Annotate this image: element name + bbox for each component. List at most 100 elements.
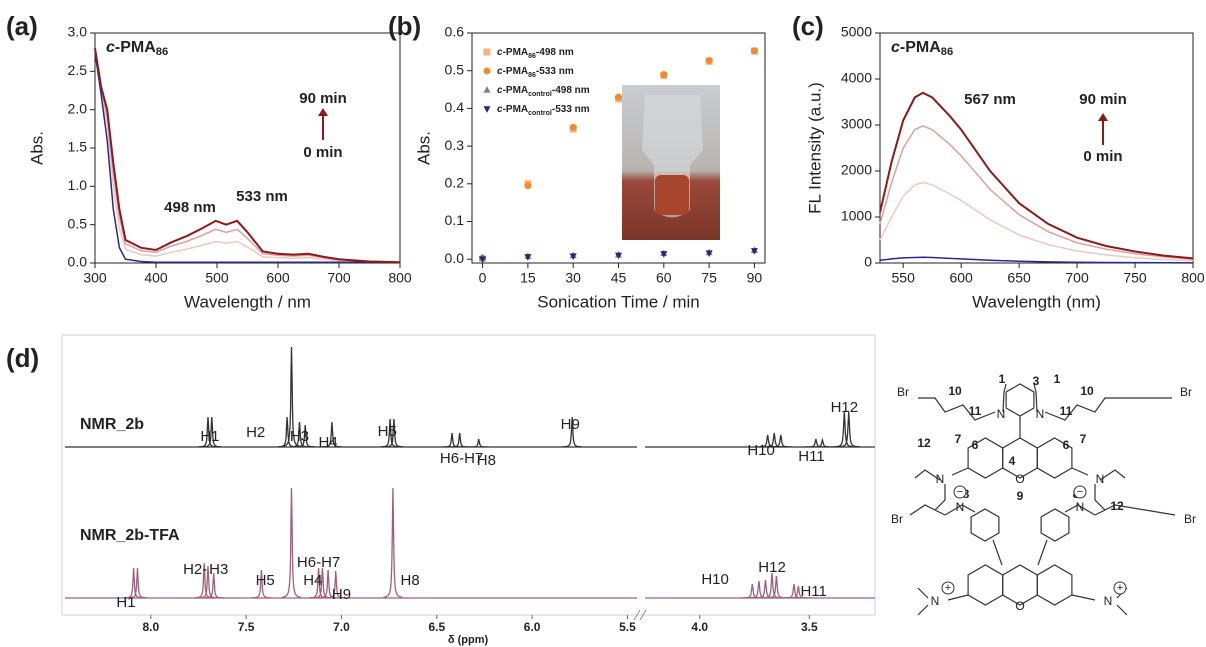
bond — [951, 467, 969, 476]
x-axis-title: Wavelength (nm) — [972, 292, 1101, 311]
structure-label: 9 — [1017, 489, 1024, 503]
x-tick-label: 600 — [266, 270, 290, 286]
structure-label: N — [997, 407, 1006, 421]
x-tick-label: 700 — [1065, 270, 1089, 286]
peak-label: H1 — [116, 594, 135, 611]
structure-label: N — [936, 472, 945, 486]
bond — [934, 484, 946, 511]
text-part: c — [891, 39, 900, 56]
text-part: c — [497, 104, 503, 115]
marker — [660, 70, 668, 78]
ring — [1036, 437, 1073, 479]
x-tick-label: 400 — [144, 270, 168, 286]
marker — [524, 254, 532, 261]
nmr-peak — [450, 432, 470, 448]
structure-label: N — [1104, 594, 1113, 608]
y-tick-label: 2.0 — [68, 100, 88, 116]
nmr-peak — [380, 418, 400, 448]
peak-label: H10 — [747, 442, 775, 459]
structure-label: 4 — [1009, 454, 1016, 468]
legend-marker — [483, 67, 491, 75]
structure-label: − — [957, 486, 963, 498]
peak-label: H6-H7 — [297, 554, 340, 571]
nmr-peak — [281, 346, 302, 448]
y-axis-title: Abs. — [27, 131, 46, 165]
annotation: 533 nm — [236, 188, 288, 205]
nmr-peak — [469, 438, 489, 448]
peak-label: H3 — [209, 561, 228, 578]
text-part: -PMA — [503, 104, 529, 115]
peak-label: H3 — [290, 428, 309, 445]
text-part: 86 — [941, 46, 953, 58]
text-part: -PMA — [503, 66, 529, 77]
ring — [970, 508, 1000, 542]
series-name: NMR_2b-TFA — [80, 527, 180, 544]
text-part: -PMA — [115, 39, 156, 56]
legend-marker — [483, 106, 491, 113]
nmr-peak — [202, 416, 222, 448]
structure-label: 1 — [1054, 372, 1061, 386]
annotation: 498 nm — [164, 199, 216, 216]
nmr-peak — [309, 567, 329, 599]
panel-label: (d) — [6, 343, 39, 373]
y-tick-label: 0.1 — [445, 212, 465, 228]
text-part: 86 — [156, 46, 168, 58]
y-tick-label: 3000 — [841, 116, 872, 132]
arrow-head — [1098, 113, 1108, 121]
ring — [1040, 508, 1070, 542]
text-part: c — [106, 39, 115, 56]
structure-label: Br — [1180, 385, 1192, 399]
structure-label: Br — [897, 385, 909, 399]
y-tick-label: 0.5 — [68, 215, 88, 231]
spectrum-line — [879, 91, 1194, 260]
bond — [918, 397, 996, 421]
x-tick-label: 5.5 — [619, 620, 636, 634]
nmr-peak — [318, 569, 338, 599]
annotation: 90 min — [1079, 91, 1127, 108]
charge-ring — [953, 485, 967, 499]
x-tick-label: 30 — [565, 270, 581, 286]
panel-label: (b) — [388, 11, 421, 41]
series-name: NMR_2b — [80, 416, 144, 433]
bond — [917, 604, 929, 616]
legend-label: c-PMAcontrol-533 nm — [497, 104, 590, 117]
text-part: -PMA — [900, 39, 941, 56]
marker — [660, 251, 668, 258]
text-part: -PMA — [503, 47, 529, 58]
peak-label: H9 — [332, 586, 351, 603]
y-tick-label: 0.5 — [445, 61, 465, 77]
x-axis-title: δ (ppm) — [448, 634, 489, 646]
text-part: c — [497, 66, 503, 77]
inset-photo — [622, 85, 720, 240]
peak-label: H5 — [256, 572, 275, 589]
charge-ring — [1113, 581, 1127, 595]
structure-label: O — [1015, 599, 1024, 613]
x-tick-label: 300 — [83, 270, 107, 286]
ring — [1005, 383, 1035, 417]
text-part: -PMA — [503, 85, 529, 96]
legend-marker — [483, 48, 491, 56]
spectrum-line — [879, 181, 1194, 262]
structure-label: Br — [891, 512, 903, 526]
bond — [1033, 383, 1038, 413]
structure-label: Br — [1184, 512, 1196, 526]
peak-label: H9 — [561, 416, 580, 433]
bond — [1094, 484, 1106, 511]
structure-label: + — [945, 582, 951, 594]
y-tick-label: 2.5 — [68, 62, 88, 78]
spectrum-line — [94, 48, 401, 263]
structure-label: 3 — [1033, 374, 1040, 388]
text-part: -498 nm — [552, 85, 590, 96]
y-axis-title: FL Intensity (a.u.) — [805, 82, 824, 214]
y-tick-label: 2000 — [841, 162, 872, 178]
x-tick-label: 45 — [611, 270, 627, 286]
structure-label: 10 — [1080, 384, 1094, 398]
x-tick-label: 600 — [949, 270, 973, 286]
bond — [1071, 594, 1096, 601]
bond — [992, 539, 1003, 566]
nmr-peak — [754, 579, 777, 599]
text-part: c — [497, 85, 503, 96]
annotation: 0 min — [303, 144, 342, 161]
bond — [1044, 397, 1172, 421]
